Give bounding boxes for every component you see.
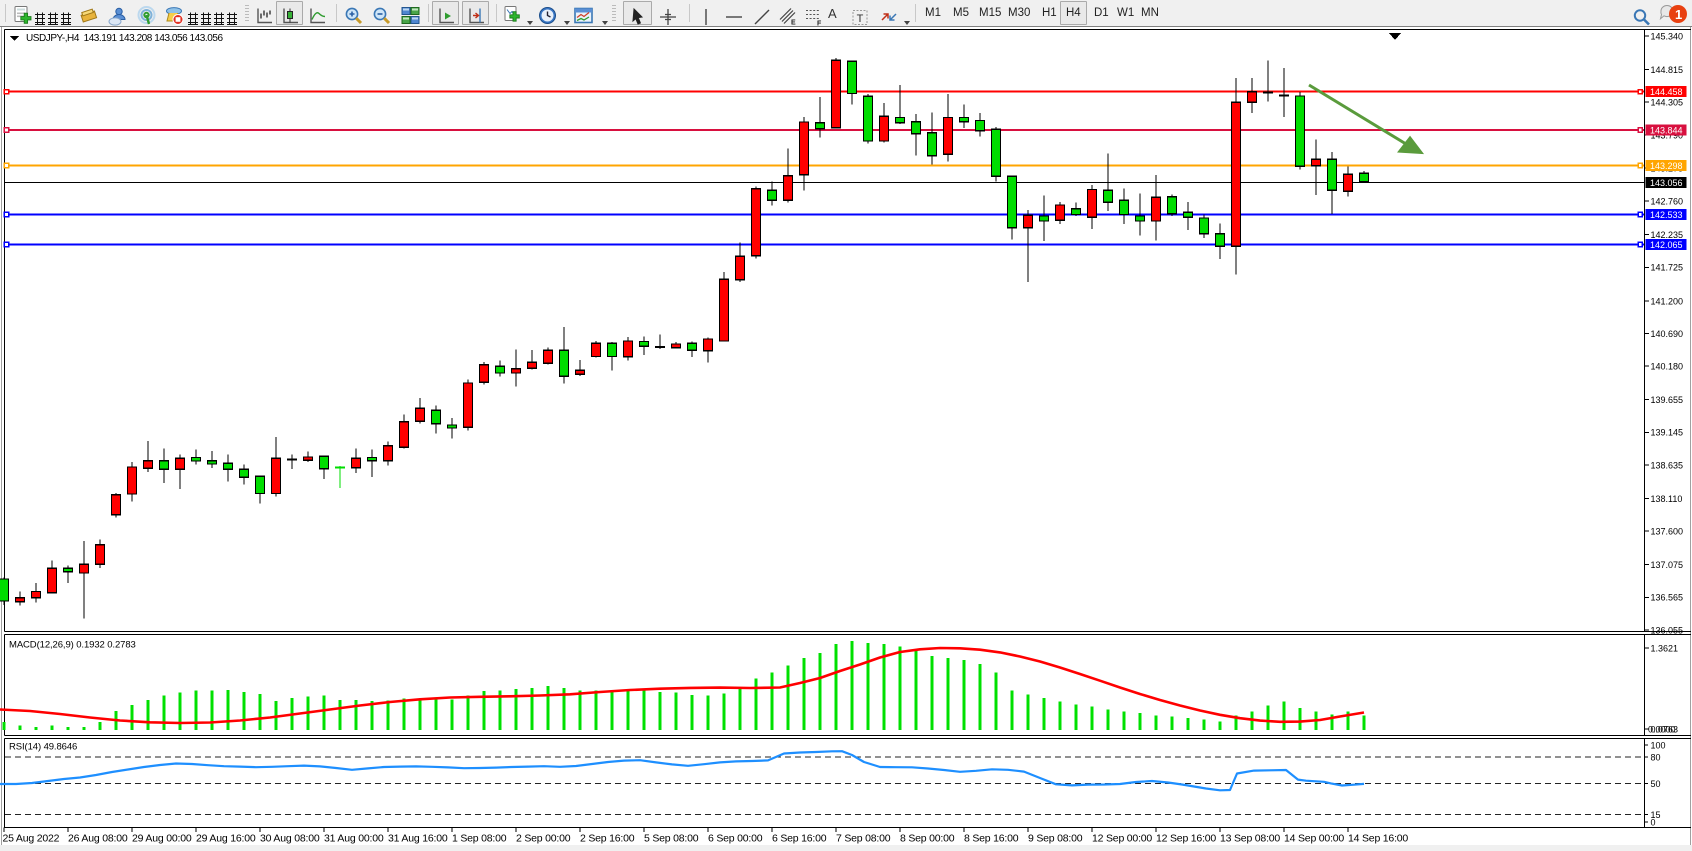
- svg-text:29 Aug 16:00: 29 Aug 16:00: [196, 833, 256, 845]
- svg-text:30 Aug 08:00: 30 Aug 08:00: [260, 833, 320, 845]
- svg-text:138.110: 138.110: [1651, 494, 1683, 504]
- svg-text:143.298: 143.298: [1650, 161, 1683, 171]
- svg-text:138.635: 138.635: [1651, 460, 1684, 470]
- svg-text:144.305: 144.305: [1651, 98, 1684, 108]
- svg-text:136.565: 136.565: [1651, 593, 1684, 603]
- svg-text:T: T: [857, 13, 864, 25]
- svg-text:80: 80: [1651, 752, 1661, 762]
- svg-text:50: 50: [1651, 779, 1661, 789]
- svg-text:143.056: 143.056: [1650, 178, 1683, 188]
- svg-text:14 Sep 00:00: 14 Sep 00:00: [1284, 833, 1344, 845]
- svg-text:31 Aug 00:00: 31 Aug 00:00: [324, 833, 384, 845]
- svg-text:144.458: 144.458: [1650, 87, 1683, 97]
- svg-text:8 Sep 00:00: 8 Sep 00:00: [900, 833, 955, 845]
- svg-text:139.655: 139.655: [1651, 395, 1684, 405]
- svg-text:12 Sep 00:00: 12 Sep 00:00: [1092, 833, 1152, 845]
- svg-text:USDJPY-,H4 143.191 143.208 14: USDJPY-,H4 143.191 143.208 143.056 143.0…: [26, 33, 223, 44]
- svg-text:140.180: 140.180: [1651, 362, 1684, 372]
- svg-text:2 Sep 16:00: 2 Sep 16:00: [580, 833, 635, 845]
- svg-text:9 Sep 08:00: 9 Sep 08:00: [1028, 833, 1083, 845]
- svg-text:MACD(12,26,9) 0.1932 0.2783: MACD(12,26,9) 0.1932 0.2783: [9, 640, 136, 651]
- svg-text:142.760: 142.760: [1651, 197, 1684, 207]
- svg-text:142.533: 142.533: [1650, 210, 1683, 220]
- svg-text:7 Sep 08:00: 7 Sep 08:00: [836, 833, 891, 845]
- svg-text:RSI(14) 49.8646: RSI(14) 49.8646: [9, 742, 77, 753]
- svg-text:29 Aug 00:00: 29 Aug 00:00: [132, 833, 192, 845]
- svg-text:13 Sep 08:00: 13 Sep 08:00: [1220, 833, 1280, 845]
- svg-text:5 Sep 08:00: 5 Sep 08:00: [644, 833, 699, 845]
- svg-text:1.3621: 1.3621: [1651, 643, 1679, 653]
- svg-text:0.0000: 0.0000: [1648, 724, 1676, 734]
- svg-text:F: F: [817, 21, 822, 28]
- svg-text:139.145: 139.145: [1651, 428, 1684, 438]
- svg-text:142.235: 142.235: [1651, 230, 1684, 240]
- svg-text:1 Sep 08:00: 1 Sep 08:00: [452, 833, 507, 845]
- svg-text:140.690: 140.690: [1651, 329, 1684, 339]
- svg-text:143.790: 143.790: [1651, 131, 1684, 141]
- svg-text:0: 0: [1651, 817, 1656, 827]
- svg-text:26 Aug 08:00: 26 Aug 08:00: [68, 833, 128, 845]
- svg-text:25 Aug 2022: 25 Aug 2022: [3, 833, 60, 845]
- svg-text:1: 1: [1675, 7, 1682, 22]
- svg-text:137.600: 137.600: [1651, 527, 1684, 537]
- svg-text:142.065: 142.065: [1650, 240, 1683, 250]
- svg-text:12 Sep 16:00: 12 Sep 16:00: [1156, 833, 1216, 845]
- svg-text:144.815: 144.815: [1651, 65, 1684, 75]
- svg-text:6 Sep 00:00: 6 Sep 00:00: [708, 833, 763, 845]
- svg-text:31 Aug 16:00: 31 Aug 16:00: [388, 833, 448, 845]
- svg-text:15: 15: [1651, 810, 1661, 820]
- svg-text:136.055: 136.055: [1651, 625, 1684, 635]
- svg-text:14 Sep 16:00: 14 Sep 16:00: [1348, 833, 1408, 845]
- svg-text:8 Sep 16:00: 8 Sep 16:00: [964, 833, 1019, 845]
- svg-text:2 Sep 00:00: 2 Sep 00:00: [516, 833, 571, 845]
- svg-text:141.200: 141.200: [1651, 296, 1684, 306]
- svg-text:6 Sep 16:00: 6 Sep 16:00: [772, 833, 827, 845]
- svg-text:143.844: 143.844: [1650, 125, 1683, 135]
- svg-text:141.725: 141.725: [1651, 263, 1684, 273]
- svg-text:145.340: 145.340: [1651, 31, 1684, 41]
- svg-text:137.075: 137.075: [1651, 560, 1684, 570]
- svg-text:0.0763: 0.0763: [1651, 724, 1679, 734]
- svg-text:100: 100: [1651, 740, 1666, 750]
- svg-text:E: E: [791, 20, 796, 27]
